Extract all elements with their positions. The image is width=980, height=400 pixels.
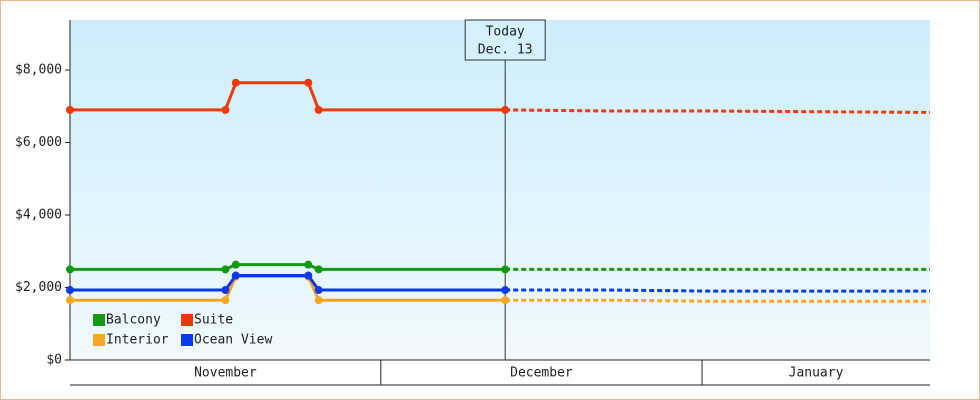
- y-tick-label: $8,000: [15, 63, 62, 78]
- point: [501, 105, 510, 114]
- y-tick-label: $0: [46, 353, 62, 368]
- point: [501, 265, 510, 274]
- x-band-label: January: [789, 366, 844, 381]
- point: [221, 265, 230, 274]
- point: [66, 265, 74, 274]
- legend-swatch: [181, 334, 193, 346]
- x-band-label: November: [194, 366, 257, 381]
- legend-label: Ocean View: [194, 333, 272, 348]
- point: [304, 78, 313, 87]
- point: [314, 265, 323, 274]
- forecast-line: [505, 108, 931, 114]
- point: [304, 260, 313, 269]
- legend-label: Interior: [106, 333, 169, 348]
- today-box: [464, 19, 546, 61]
- point: [221, 296, 230, 305]
- point: [66, 105, 74, 114]
- legend-label: Suite: [194, 313, 233, 328]
- point: [231, 271, 240, 280]
- point: [221, 105, 230, 114]
- point: [221, 286, 230, 295]
- point: [501, 286, 510, 295]
- point: [314, 105, 323, 114]
- y-tick-label: $2,000: [15, 280, 62, 295]
- point: [314, 296, 323, 305]
- point: [314, 286, 323, 295]
- price-line: [70, 81, 506, 112]
- today-label: Today: [486, 25, 525, 40]
- forecast-line: [505, 288, 930, 293]
- point: [66, 286, 74, 295]
- y-tick-label: $4,000: [15, 208, 62, 223]
- point: [66, 296, 74, 305]
- legend-swatch: [93, 334, 105, 346]
- today-label: Dec. 13: [478, 43, 533, 58]
- y-tick-label: $6,000: [15, 135, 62, 150]
- legend-label: Balcony: [106, 313, 161, 328]
- price-line: [70, 263, 506, 271]
- point: [501, 296, 510, 305]
- point: [304, 271, 313, 280]
- forecast-line: [505, 298, 930, 303]
- price-line: [70, 274, 506, 292]
- legend-swatch: [93, 314, 105, 326]
- x-band-label: December: [510, 366, 573, 381]
- point: [231, 78, 240, 87]
- plot-area: [70, 20, 930, 360]
- point: [231, 260, 240, 269]
- legend-swatch: [181, 314, 193, 326]
